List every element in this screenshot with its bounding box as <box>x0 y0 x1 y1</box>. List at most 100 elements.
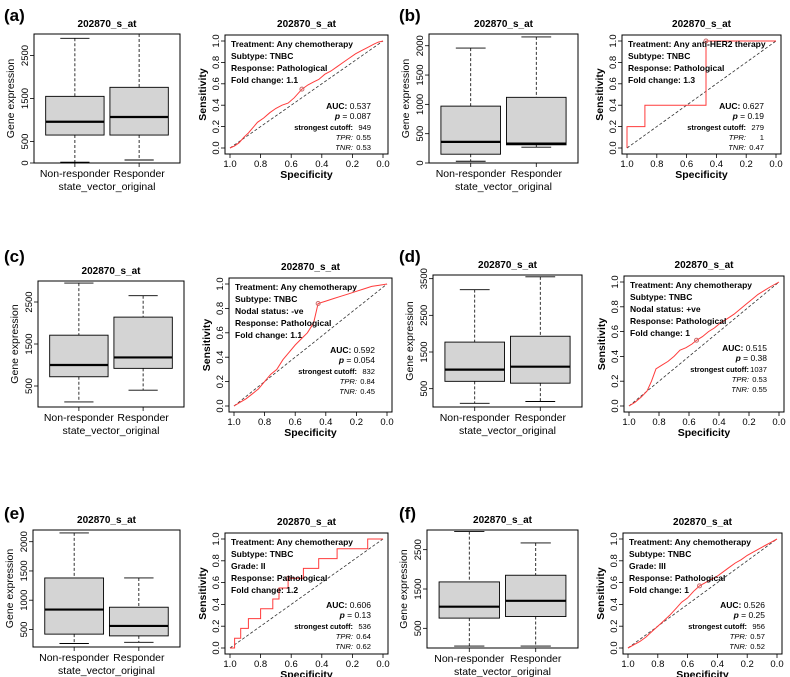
info-line: Nodal status: -ve <box>235 306 304 316</box>
x-tick-label: 0.0 <box>769 159 782 170</box>
roc-panel: 202870_s_at 1.0 0.8 0.6 0.4 0.2 0.0 0.0 0.2 0.4 0.… <box>595 517 784 677</box>
y-tick-label: 2500 <box>20 45 31 66</box>
cutoff-value: 536 <box>358 622 371 631</box>
info-line: Subtype: TNBC <box>231 51 293 61</box>
x-tick-label: 0.0 <box>376 159 389 170</box>
y-tick-label: 2000 <box>415 35 426 56</box>
y-tick-label: 500 <box>20 134 31 150</box>
x-tick-label: 0.2 <box>740 159 753 170</box>
cutoff-label: strongest cutoff: <box>687 123 746 132</box>
info-line: Response: Pathological <box>231 573 327 583</box>
tpr-label: TPR: <box>340 377 357 386</box>
info-line: Grade: III <box>629 561 666 571</box>
y-tick-label: 1000 <box>415 94 426 115</box>
y-tick-label: 1500 <box>419 341 430 362</box>
roc-panel: 202870_s_at 1.0 0.8 0.6 0.4 0.2 0.0 0.0 0.2 0.4 0.… <box>197 517 390 677</box>
panel-label: (a) <box>4 6 25 25</box>
x-axis-label: Specificity <box>280 169 333 181</box>
x-tick-label: 0.6 <box>285 159 298 170</box>
x-tick-label: 0.0 <box>376 659 389 670</box>
y-axis-label: Gene expression <box>398 549 410 629</box>
plot-frame <box>224 34 389 155</box>
x-tick-label: 0.4 <box>710 159 723 170</box>
x-tick-label: 0.0 <box>772 417 785 428</box>
y-tick-label: 1.0 <box>609 532 620 545</box>
info-line: Response: Pathological <box>231 63 327 73</box>
info-line: Subtype: TNBC <box>231 549 293 559</box>
p-value: p = 0.19 <box>732 111 765 121</box>
y-tick-label: 0.0 <box>211 641 222 654</box>
tpr-value: 0.84 <box>360 377 375 386</box>
info-line: Fold change: 1 <box>630 328 690 338</box>
chart-title: 202870_s_at <box>673 517 733 528</box>
box-body <box>44 577 105 635</box>
x-tick-label: 0.8 <box>254 659 267 670</box>
y-tick-label: 0.4 <box>609 598 620 611</box>
x-tick-label: 1.0 <box>622 417 635 428</box>
box-body <box>505 574 567 617</box>
auc-value: AUC: 0.606 <box>326 600 371 610</box>
x-axis-label: state_vector_original <box>455 181 552 193</box>
x-tick-label: 0.8 <box>651 659 664 670</box>
x-axis-label: state_vector_original <box>58 665 155 677</box>
x-axis-label: state_vector_original <box>454 666 551 677</box>
y-tick-label: 0.6 <box>610 325 621 338</box>
cutoff-label: strongest cutoff: <box>298 367 357 376</box>
x-category-label: Responder <box>511 168 563 180</box>
x-tick-label: 0.8 <box>652 417 665 428</box>
info-line: Subtype: TNBC <box>629 549 691 559</box>
cutoff-value: 1037 <box>750 365 767 374</box>
y-tick-label: 0.0 <box>609 641 620 654</box>
box-body <box>49 334 109 378</box>
tnr-value: 0.47 <box>749 143 764 152</box>
reference-diagonal <box>626 40 777 149</box>
x-category-label: Responder <box>113 652 165 664</box>
y-tick-label: 1500 <box>20 88 31 109</box>
x-tick-label: 0.2 <box>350 417 363 428</box>
info-line: Treatment: Any chemotherapy <box>630 280 752 290</box>
tpr-value: 0.57 <box>750 632 765 641</box>
y-tick-label: 1500 <box>413 578 424 599</box>
cutoff-value: 279 <box>751 123 764 132</box>
x-axis-label: state_vector_original <box>59 181 156 193</box>
y-tick-label: 0 <box>20 160 31 165</box>
y-tick-label: 0.8 <box>215 302 226 315</box>
y-tick-label: 0.2 <box>215 375 226 388</box>
reference-diagonal <box>627 538 778 649</box>
x-tick-label: 0.4 <box>319 417 332 428</box>
info-line: Response: Pathological <box>235 318 331 328</box>
x-category-label: Non-responder <box>44 412 115 424</box>
info-line: Fold change: 1.2 <box>231 585 298 595</box>
plot-frame <box>623 275 785 413</box>
chart-title: 202870_s_at <box>281 262 341 273</box>
tpr-label: TPR: <box>732 375 749 384</box>
panel-label: (d) <box>399 247 421 266</box>
cutoff-marker <box>315 301 321 307</box>
info-line: Fold change: 1.1 <box>231 75 298 85</box>
roc-panel: 202870_s_at 1.0 0.8 0.6 0.4 0.2 0.0 0.0 0.2 0.4 0.… <box>594 19 783 181</box>
boxplot-panel: 202870_s_at 500 1500 2500 3500 Gene expressio… <box>404 260 583 437</box>
tpr-value: 0.55 <box>356 133 371 142</box>
tnr-label: TNR: <box>339 387 357 396</box>
reference-diagonal <box>229 40 384 149</box>
x-category-label: Responder <box>515 412 567 424</box>
y-tick-label: 0.6 <box>211 576 222 589</box>
plot-frame <box>428 33 579 164</box>
box-body <box>444 341 505 382</box>
y-tick-label: 0.4 <box>211 99 222 112</box>
tnr-value: 0.52 <box>750 642 765 651</box>
info-line: Response: Pathological <box>628 63 724 73</box>
info-line: Treatment: Any anti-HER2 therapy <box>628 39 766 49</box>
y-tick-label: 1000 <box>19 590 30 611</box>
x-tick-label: 1.0 <box>223 159 236 170</box>
panel-label: (b) <box>399 6 421 25</box>
y-tick-label: 500 <box>419 381 430 397</box>
info-line: Subtype: TNBC <box>630 292 692 302</box>
tpr-label: TPR: <box>336 632 353 641</box>
chart-title: 202870_s_at <box>473 515 533 526</box>
y-tick-label: 0.0 <box>610 399 621 412</box>
chart-title: 202870_s_at <box>672 19 732 30</box>
